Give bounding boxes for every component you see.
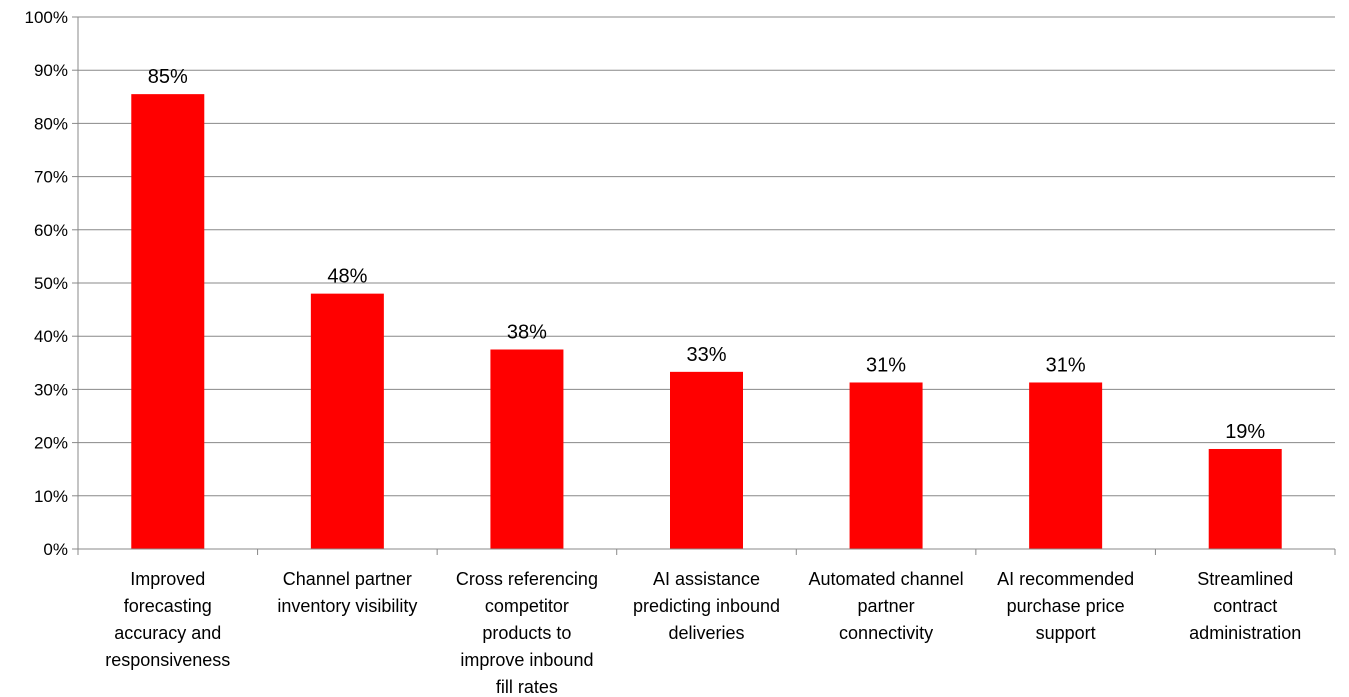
category-label: Channel partner inventory visibility [277, 569, 417, 616]
data-label: 31% [1046, 354, 1086, 376]
category-label-line: products to [482, 623, 571, 643]
bar [1208, 448, 1282, 549]
category-label-line: AI assistance [653, 569, 760, 589]
category-label-line: AI recommended [997, 569, 1134, 589]
bar [490, 349, 564, 549]
bar [310, 293, 384, 549]
y-tick-label: 0% [43, 540, 68, 559]
category-label: Cross referencing competitor products to im… [456, 569, 598, 697]
y-tick-label: 40% [34, 327, 68, 346]
data-label: 38% [507, 322, 547, 344]
data-label: 85% [148, 66, 188, 88]
y-tick-label: 20% [34, 434, 68, 453]
category-label-line: connectivity [839, 623, 933, 643]
category-label-line: support [1036, 623, 1096, 643]
x-axis [77, 548, 1336, 555]
bars [131, 94, 1282, 549]
category-label: Improved forecasting accuracy and responsiv… [105, 569, 230, 670]
y-tick-label: 60% [34, 221, 68, 240]
bar [849, 382, 923, 549]
data-label: 31% [866, 354, 906, 376]
category-label-line: forecasting [124, 596, 212, 616]
data-label: 48% [327, 266, 367, 288]
category-label-line: Cross referencing [456, 569, 598, 589]
category-label: Streamlined contract administration [1189, 569, 1301, 643]
category-label-line: predicting inbound [633, 596, 780, 616]
category-label-line: competitor [485, 596, 569, 616]
bar [1029, 382, 1103, 549]
category-label-line: inventory visibility [277, 596, 417, 616]
category-label-line: purchase price [1007, 596, 1125, 616]
category-label-line: administration [1189, 623, 1301, 643]
category-label: AI recommended purchase price support [997, 569, 1134, 643]
category-label-line: contract [1213, 596, 1277, 616]
category-label: AI assistance predicting inbound deliverie… [633, 569, 780, 643]
y-axis-ticks: 0% 10% 20% 30% 40% 50% 60% 70% 80% 90% 100% [25, 8, 79, 559]
y-tick-label: 90% [34, 61, 68, 80]
bar [131, 94, 205, 549]
category-label-line: Automated channel [809, 569, 964, 589]
gridlines [78, 16, 1335, 497]
y-tick-label: 70% [34, 168, 68, 187]
y-tick-label: 50% [34, 274, 68, 293]
category-label-line: responsiveness [105, 650, 230, 670]
bar [670, 371, 743, 549]
data-label: 19% [1225, 421, 1265, 443]
category-labels: Improved forecasting accuracy and responsiv… [105, 569, 1301, 697]
y-tick-label: 80% [34, 114, 68, 133]
category-label-line: partner [858, 596, 915, 616]
category-label-line: accuracy and [114, 623, 221, 643]
category-label: Automated channel partner connectivity [809, 569, 964, 643]
category-label-line: improve inbound [460, 650, 593, 670]
data-labels: 85% 48% 38% 33% 31% 31% 19% [148, 66, 1266, 443]
category-label-line: Improved [130, 569, 205, 589]
y-tick-label: 10% [34, 487, 68, 506]
y-tick-label: 30% [34, 380, 68, 399]
y-tick-label: 100% [25, 8, 68, 27]
category-label-line: deliveries [668, 623, 744, 643]
category-label-line: Streamlined [1197, 569, 1293, 589]
category-label-line: fill rates [496, 677, 558, 697]
data-label: 33% [686, 344, 726, 366]
category-label-line: Channel partner [283, 569, 412, 589]
